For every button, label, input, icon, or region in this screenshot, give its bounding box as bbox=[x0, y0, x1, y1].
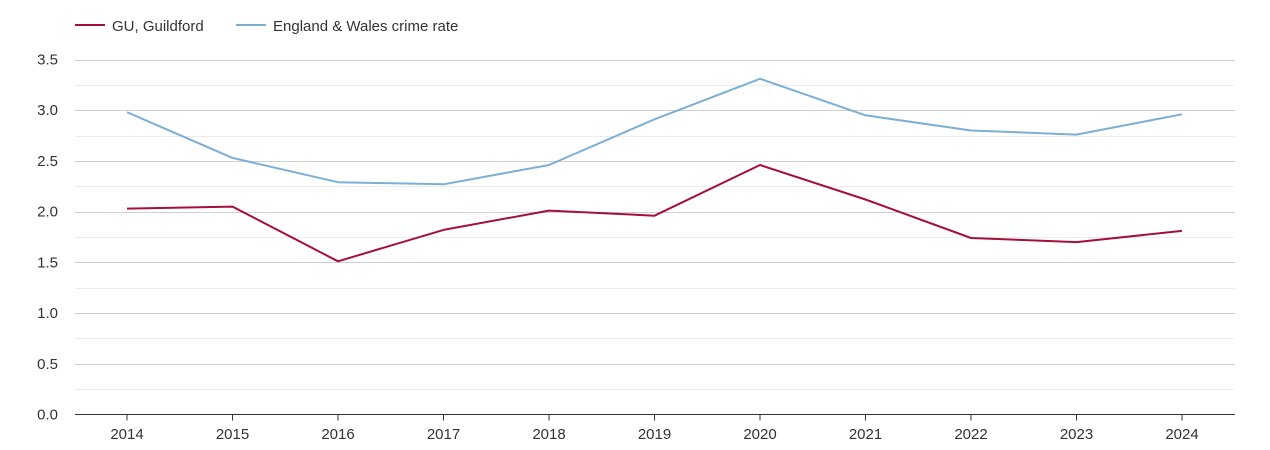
x-tick-label: 2017 bbox=[427, 426, 460, 443]
series-lines bbox=[126, 77, 1183, 263]
x-tick-label: 2023 bbox=[1060, 426, 1093, 443]
y-tick-label: 0.5 bbox=[37, 356, 58, 373]
x-tick-label: 2021 bbox=[849, 426, 882, 443]
x-tick-label: 2014 bbox=[110, 426, 143, 443]
y-tick-label: 1.5 bbox=[37, 254, 58, 271]
y-tick-label: 2.0 bbox=[37, 204, 58, 221]
x-axis: 2014 2015 2016 2017 2018 2019 2020 2021 2022 2023… bbox=[75, 414, 1235, 443]
series-line-england-wales[interactable] bbox=[126, 77, 1183, 186]
series-line-guildford[interactable] bbox=[126, 164, 1183, 263]
x-tick-label: 2018 bbox=[532, 426, 565, 443]
x-tick-label: 2019 bbox=[638, 426, 671, 443]
legend: GU, Guildford England & Wales crime rate bbox=[75, 18, 458, 35]
x-tick-label: 2022 bbox=[954, 426, 987, 443]
y-axis: 0.0 0.5 1.0 1.5 2.0 2.5 3.0 3.5 bbox=[37, 52, 58, 424]
legend-label-guildford: GU, Guildford bbox=[112, 18, 204, 35]
legend-item-england-wales[interactable]: England & Wales crime rate bbox=[236, 18, 458, 35]
legend-label-england-wales: England & Wales crime rate bbox=[273, 18, 458, 35]
legend-item-guildford[interactable]: GU, Guildford bbox=[75, 18, 204, 35]
y-tick-label: 2.5 bbox=[37, 153, 58, 170]
y-tick-label: 3.5 bbox=[37, 52, 58, 69]
y-tick-label: 1.0 bbox=[37, 305, 58, 322]
x-tick-label: 2020 bbox=[743, 426, 776, 443]
x-tick-label: 2015 bbox=[216, 426, 249, 443]
x-tick-label: 2016 bbox=[321, 426, 354, 443]
x-tick-label: 2024 bbox=[1165, 426, 1198, 443]
grid-lines bbox=[75, 60, 1235, 390]
y-tick-label: 3.0 bbox=[37, 102, 58, 119]
y-tick-label: 0.0 bbox=[37, 407, 58, 424]
